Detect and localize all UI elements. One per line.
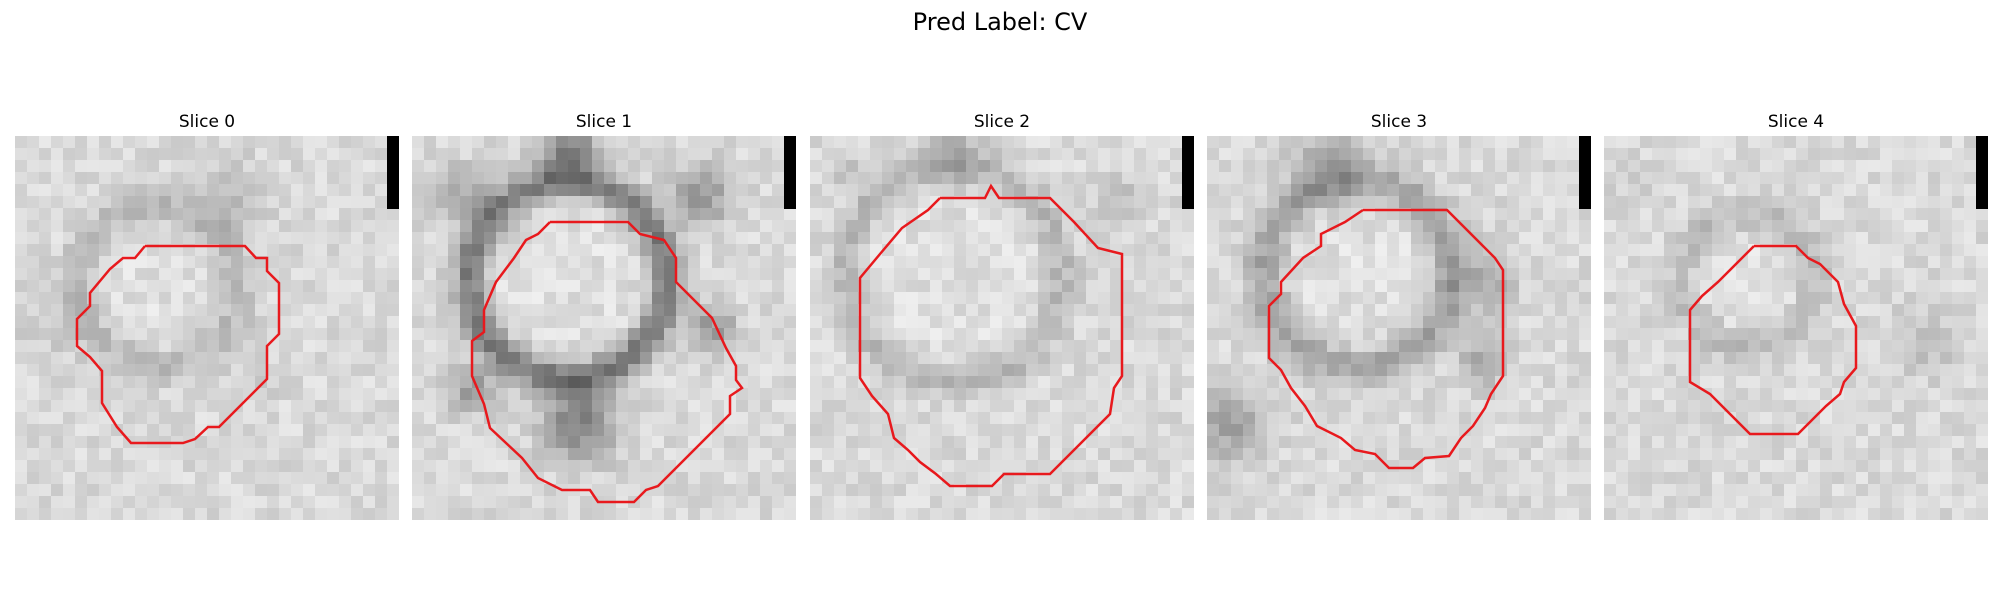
slice-image bbox=[810, 136, 1194, 520]
vesicle-contour bbox=[75, 244, 281, 445]
scale-bar bbox=[1976, 136, 1988, 209]
contour-overlay bbox=[470, 220, 744, 504]
figure-title: Pred Label: CV bbox=[912, 8, 1088, 36]
slice-title: Slice 0 bbox=[178, 112, 236, 132]
slice-title: Slice 1 bbox=[575, 112, 633, 132]
vesicle-contour bbox=[1267, 208, 1505, 470]
contour-overlay bbox=[1267, 208, 1505, 470]
vesicle-contour bbox=[470, 220, 744, 504]
slice-title: Slice 4 bbox=[1767, 112, 1825, 132]
slice-image bbox=[1207, 136, 1591, 520]
micrograph-tile bbox=[1604, 136, 1988, 520]
slice-title: Slice 2 bbox=[973, 112, 1031, 132]
contour-overlay bbox=[1688, 244, 1858, 436]
contour-overlay bbox=[75, 244, 281, 445]
vesicle-contour bbox=[1688, 244, 1858, 436]
slice-image bbox=[1604, 136, 1988, 520]
scale-bar bbox=[1579, 136, 1591, 209]
slice-panel-1: Slice 1 bbox=[412, 108, 796, 520]
slice-image bbox=[15, 136, 399, 520]
slice-panel-3: Slice 3 bbox=[1207, 108, 1591, 520]
slice-image bbox=[412, 136, 796, 520]
micrograph-tile bbox=[1207, 136, 1591, 520]
scale-bar bbox=[1182, 136, 1194, 209]
vesicle-contour bbox=[858, 183, 1124, 488]
slice-panel-4: Slice 4 bbox=[1604, 108, 1988, 520]
contour-overlay bbox=[858, 183, 1124, 488]
micrograph-tile bbox=[810, 136, 1194, 520]
slice-title: Slice 3 bbox=[1370, 112, 1428, 132]
micrograph-tile bbox=[15, 136, 399, 520]
scale-bar bbox=[784, 136, 796, 209]
scale-bar bbox=[387, 136, 399, 209]
slice-panel-2: Slice 2 bbox=[810, 108, 1194, 520]
micrograph-tile bbox=[412, 136, 796, 520]
slice-panel-0: Slice 0 bbox=[15, 108, 399, 520]
